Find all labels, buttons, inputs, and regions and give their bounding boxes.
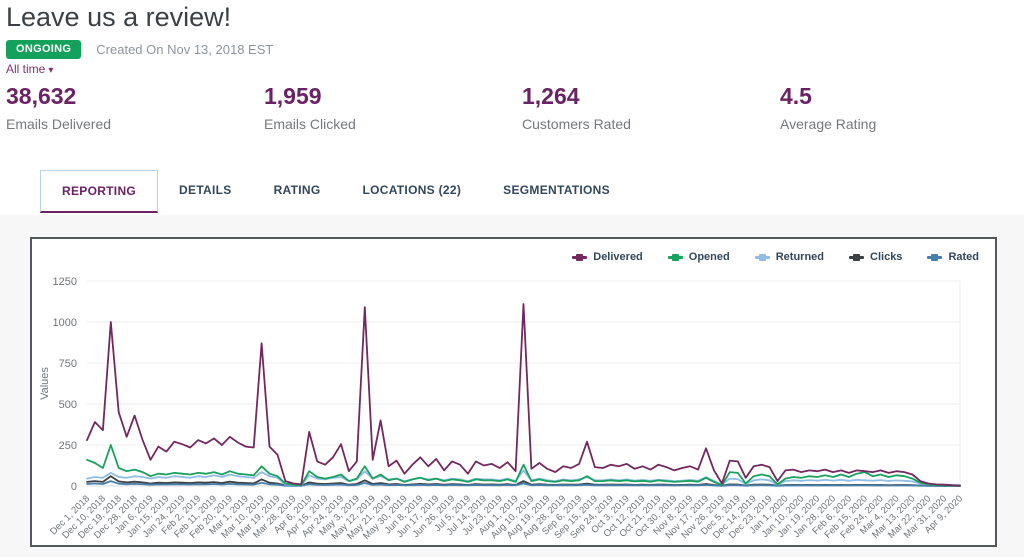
legend-item-delivered[interactable]: Delivered bbox=[572, 251, 643, 263]
y-tick-label: 250 bbox=[59, 440, 77, 452]
tab-segmentations[interactable]: SEGMENTATIONS bbox=[503, 183, 610, 197]
stat-label: Customers Rated bbox=[522, 116, 631, 133]
series-line-rated bbox=[86, 480, 961, 487]
stat-label: Average Rating bbox=[780, 116, 877, 133]
chart-card: Delivered Opened Returned Clicks Rated 0 250 5… bbox=[30, 237, 997, 547]
legend-item-clicks[interactable]: Clicks bbox=[849, 251, 902, 263]
y-tick-label: 0 bbox=[71, 481, 77, 493]
stat-value: 1,264 bbox=[522, 83, 580, 109]
stat-emails-clicked: 1,959 Emails Clicked bbox=[264, 83, 522, 133]
tab-rating[interactable]: RATING bbox=[273, 183, 321, 197]
stat-emails-delivered: 38,632 Emails Delivered bbox=[6, 83, 264, 133]
stat-value: 4.5 bbox=[780, 83, 812, 109]
tab-details[interactable]: DETAILS bbox=[179, 183, 232, 197]
tab-reporting[interactable]: REPORTING bbox=[40, 170, 159, 213]
chevron-down-icon: ▾ bbox=[48, 65, 54, 76]
badge-row: ONGOING Created On Nov 13, 2018 EST bbox=[6, 40, 273, 59]
chart-legend: Delivered Opened Returned Clicks Rated bbox=[572, 251, 979, 263]
legend-marker-icon bbox=[572, 253, 588, 262]
legend-item-returned[interactable]: Returned bbox=[754, 251, 825, 263]
stat-average-rating: 4.5 Average Rating bbox=[780, 83, 1024, 133]
legend-marker-icon bbox=[667, 253, 683, 262]
legend-marker-icon bbox=[849, 253, 865, 262]
tab-bar: REPORTING DETAILS RATING LOCATIONS (22) SEGM… bbox=[40, 170, 631, 213]
tab-locations-22[interactable]: LOCATIONS (22) bbox=[362, 183, 462, 197]
page-title: Leave us a review! bbox=[6, 2, 232, 32]
y-tick-label: 500 bbox=[59, 399, 77, 411]
legend-label: Clicks bbox=[870, 251, 903, 263]
y-tick-label: 750 bbox=[59, 358, 77, 370]
stat-value: 1,959 bbox=[264, 83, 322, 109]
stat-label: Emails Clicked bbox=[264, 116, 356, 133]
series-line-returned bbox=[86, 469, 961, 487]
legend-marker-icon bbox=[754, 253, 770, 262]
y-tick-label: 1250 bbox=[53, 276, 77, 288]
y-tick-label: 1000 bbox=[53, 317, 77, 329]
stat-value: 38,632 bbox=[6, 83, 77, 109]
time-filter-dropdown[interactable]: All time ▾ bbox=[6, 62, 53, 76]
legend-label: Opened bbox=[688, 251, 730, 263]
legend-marker-icon bbox=[927, 253, 943, 262]
series-line-delivered bbox=[86, 303, 961, 487]
y-axis-label: Values bbox=[39, 367, 51, 400]
time-filter-label: All time bbox=[6, 62, 46, 76]
legend-label: Delivered bbox=[593, 251, 643, 263]
status-badge: ONGOING bbox=[6, 40, 82, 59]
legend-label: Returned bbox=[775, 251, 825, 263]
series-line-opened bbox=[86, 444, 961, 487]
legend-item-opened[interactable]: Opened bbox=[667, 251, 730, 263]
stat-customers-rated: 1,264 Customers Rated bbox=[522, 83, 780, 133]
stat-label: Emails Delivered bbox=[6, 116, 112, 133]
legend-item-rated[interactable]: Rated bbox=[927, 251, 979, 263]
created-date-text: Created On Nov 13, 2018 EST bbox=[96, 42, 274, 57]
legend-label: Rated bbox=[948, 251, 979, 263]
stats-row: 38,632 Emails Delivered 1,959 Emails Clicke… bbox=[6, 83, 1024, 133]
reporting-panel: Delivered Opened Returned Clicks Rated 0 250 5… bbox=[0, 215, 1024, 557]
